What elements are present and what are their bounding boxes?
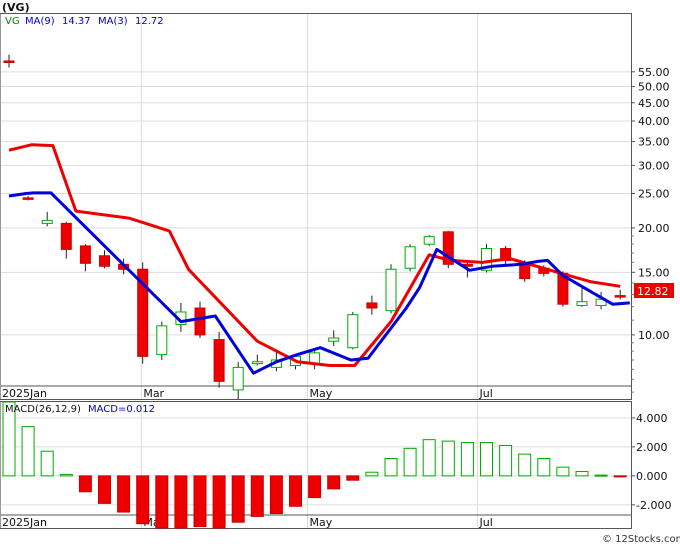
- legend-ma9-value: 14.37: [62, 16, 91, 27]
- macd-bar-negative: [613, 475, 627, 478]
- price-tick-label: 25.00: [638, 187, 670, 200]
- macd-bar-positive: [40, 450, 54, 477]
- candle-up: [232, 366, 244, 391]
- macd-tick-label: 0.000: [636, 470, 668, 483]
- macd-panel-frame: [0, 401, 632, 529]
- ma9-line: [8, 143, 621, 367]
- candle-down: [79, 245, 91, 264]
- legend-ma3-label: MA(3): [98, 16, 128, 27]
- macd-bar-positive: [575, 471, 589, 477]
- macd-bar-positive: [21, 426, 35, 477]
- macd-bar-positive: [441, 440, 455, 477]
- chart-title: (VG): [2, 1, 30, 14]
- x-axis-label-macd: May: [310, 516, 333, 529]
- candle-down: [614, 295, 626, 298]
- macd-bar-negative: [250, 475, 264, 517]
- candle-down: [60, 222, 72, 250]
- macd-bar-positive: [422, 439, 436, 477]
- x-axis-label-macd: Jul: [479, 516, 493, 529]
- macd-bar-negative: [308, 475, 322, 499]
- macd-bar-positive: [384, 457, 398, 477]
- macd-bar-positive: [460, 442, 474, 477]
- price-tick-label: 50.00: [638, 81, 670, 94]
- macd-bar-positive: [480, 442, 493, 477]
- moving-average-lines: [8, 143, 630, 375]
- macd-bar-negative: [78, 475, 92, 493]
- candle-up: [423, 236, 435, 245]
- macd-bar-negative: [327, 475, 341, 490]
- macd-bar-positive: [594, 474, 608, 477]
- macd-bar-positive: [365, 471, 379, 477]
- candle-up: [328, 337, 340, 342]
- x-axis-label: May: [310, 387, 333, 400]
- ma3-line: [8, 191, 630, 375]
- legend-ma3-value: 12.72: [135, 16, 164, 27]
- macd-bar-positive: [499, 444, 513, 477]
- candle-down: [442, 231, 454, 265]
- macd-legend-label: MACD(26,12,9): [5, 404, 81, 415]
- macd-tick-label: 2.000: [636, 441, 668, 454]
- price-tick-label: 15.00: [638, 266, 670, 279]
- last-price-tag-bg: [634, 283, 674, 298]
- macd-bar-negative: [117, 475, 131, 513]
- axis-tick-labels: 55.00 50.00 45.00 40.00 35.00 30.00 25.00 20.00…: [2, 66, 671, 529]
- last-price-tag: 12.82: [637, 285, 669, 298]
- macd-bar-positive: [537, 457, 551, 477]
- macd-tick-label: -2.000: [636, 499, 671, 512]
- candle-down: [3, 60, 15, 63]
- macd-bar-negative: [269, 475, 283, 515]
- candle-down: [22, 197, 34, 200]
- x-axis-label: 2025Jan: [2, 387, 47, 400]
- x-axis-label: Mar: [143, 387, 164, 400]
- price-tick-label: 10.00: [638, 329, 670, 342]
- candle-up: [385, 268, 397, 312]
- macd-bar-positive: [2, 401, 16, 477]
- candle-up: [347, 314, 359, 349]
- candle-up: [404, 246, 416, 269]
- macd-bar-negative: [174, 475, 188, 529]
- macd-legend-value: MACD=0.012: [88, 404, 155, 415]
- candle-up: [41, 219, 53, 224]
- price-tick-label: 45.00: [638, 97, 670, 110]
- legend-ma9-label: MA(9): [25, 16, 55, 27]
- candle-up: [156, 325, 168, 356]
- legend-symbol: VG: [5, 16, 20, 27]
- macd-histogram: [2, 401, 627, 529]
- candle-up: [481, 248, 492, 271]
- candle-down: [99, 255, 110, 267]
- price-tick-label: 55.00: [638, 66, 670, 79]
- price-tick-label: 40.00: [638, 115, 670, 128]
- macd-bar-positive: [556, 466, 570, 477]
- candle-down: [519, 263, 531, 280]
- macd-bar-negative: [346, 475, 360, 481]
- candle-down: [213, 339, 225, 382]
- macd-bar-positive: [518, 453, 532, 477]
- macd-bar-negative: [98, 475, 111, 504]
- macd-bar-negative: [289, 475, 302, 507]
- macd-bar-positive: [403, 447, 417, 477]
- watermark: © 12Stocks.com: [602, 534, 680, 545]
- macd-tick-label: 4.000: [636, 412, 668, 425]
- candle-up: [251, 361, 263, 365]
- macd-bar-negative: [212, 475, 226, 529]
- candlestick-series: [3, 54, 626, 399]
- price-tick-label: 20.00: [638, 222, 670, 235]
- candle-down: [194, 307, 206, 336]
- price-tick-label: 30.00: [638, 159, 670, 172]
- price-tick-label: 35.00: [638, 136, 670, 149]
- candle-down: [137, 268, 149, 357]
- macd-bar-negative: [193, 475, 207, 528]
- x-axis-label-macd: 2025Jan: [2, 516, 47, 529]
- x-axis-label: Jul: [479, 387, 493, 400]
- macd-bar-negative: [231, 475, 245, 523]
- macd-bar-negative: [155, 475, 169, 529]
- candle-up: [576, 301, 588, 306]
- macd-bar-negative: [136, 475, 150, 525]
- macd-bar-positive: [59, 473, 73, 477]
- candle-down: [366, 302, 378, 309]
